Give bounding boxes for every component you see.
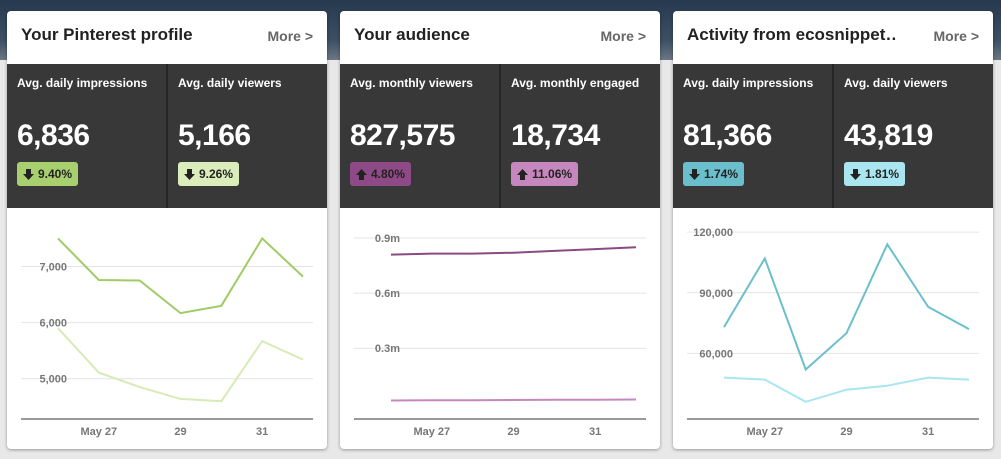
change-badge: 1.74% (683, 162, 745, 186)
change-percent: 9.26% (199, 167, 234, 181)
stat-avg-daily-viewers: Avg. daily viewers 5,166 9.26% (166, 64, 327, 208)
more-link[interactable]: More > (600, 28, 646, 44)
y-tick-label: 120,000 (693, 227, 733, 239)
stat-avg-daily-viewers: Avg. daily viewers 43,819 1.81% (832, 64, 993, 208)
stat-avg-monthly-viewers: Avg. monthly viewers 827,575 4.80% (340, 64, 499, 208)
arrow-down-icon (689, 168, 700, 180)
arrow-up-icon (356, 168, 367, 180)
change-percent: 11.06% (532, 167, 573, 181)
change-badge: 9.40% (17, 162, 79, 186)
card-header: Activity from ecosnippet… More > (673, 11, 993, 64)
stat-avg-daily-impressions: Avg. daily impressions 81,366 1.74% (673, 64, 832, 208)
stat-label: Avg. monthly viewers (350, 76, 473, 90)
x-tick-label: May 27 (80, 426, 117, 438)
chart-svg: 5,000 6,000 7,000 May 27 29 31 (21, 236, 313, 438)
series-line (723, 242, 970, 372)
series-line (57, 236, 304, 315)
arrow-down-icon (850, 168, 861, 180)
series-line (390, 398, 637, 402)
stat-avg-daily-impressions: Avg. daily impressions 6,836 9.40% (7, 64, 166, 208)
activity-card: Activity from ecosnippet… More > Avg. da… (673, 11, 993, 449)
y-tick-label: 60,000 (699, 348, 733, 360)
x-tick-label: 31 (256, 426, 268, 438)
stat-value: 827,575 (350, 119, 455, 152)
stat-value: 43,819 (844, 119, 933, 152)
stat-label: Avg. daily viewers (178, 76, 282, 90)
arrow-down-icon (184, 168, 195, 180)
card-header: Your Pinterest profile More > (7, 11, 327, 64)
line-chart: 0.3m 0.6m 0.9m May 27 29 31 (340, 208, 660, 449)
series-line (57, 327, 304, 403)
x-tick-label: 29 (507, 426, 519, 438)
y-tick-label: 5,000 (39, 374, 67, 386)
stat-label: Avg. monthly engaged (511, 76, 640, 90)
stat-label: Avg. daily impressions (683, 76, 814, 90)
arrow-up-icon (517, 168, 528, 180)
change-percent: 1.81% (865, 167, 900, 181)
stat-value: 18,734 (511, 119, 600, 152)
line-chart: 60,000 90,000 120,000 May 27 29 31 (673, 208, 993, 449)
y-tick-label: 0.6m (375, 288, 400, 300)
change-percent: 4.80% (371, 167, 406, 181)
stats-panel: Avg. daily impressions 81,366 1.74% Avg.… (673, 64, 993, 208)
stat-value: 6,836 (17, 119, 90, 152)
y-tick-label: 90,000 (699, 288, 733, 300)
pinterest-profile-card: Your Pinterest profile More > Avg. daily… (7, 11, 327, 449)
change-badge: 9.26% (178, 162, 240, 186)
change-percent: 1.74% (704, 167, 739, 181)
arrow-down-icon (23, 168, 34, 180)
stat-avg-monthly-engaged: Avg. monthly engaged 18,734 11.06% (499, 64, 660, 208)
card-title: Your audience (354, 25, 470, 44)
x-tick-label: 31 (922, 426, 934, 438)
line-chart: 5,000 6,000 7,000 May 27 29 31 (7, 208, 327, 449)
stat-value: 81,366 (683, 119, 772, 152)
stats-panel: Avg. monthly viewers 827,575 4.80% Avg. … (340, 64, 660, 208)
change-badge: 1.81% (844, 162, 906, 186)
y-tick-label: 6,000 (39, 318, 67, 330)
x-tick-label: 29 (174, 426, 186, 438)
series-line (723, 376, 970, 403)
y-tick-label: 0.3m (375, 343, 400, 355)
chart-svg: 0.3m 0.6m 0.9m May 27 29 31 (354, 233, 646, 438)
series-line (390, 246, 637, 256)
stats-panel: Avg. daily impressions 6,836 9.40% Avg. … (7, 64, 327, 208)
y-tick-label: 0.9m (375, 233, 400, 245)
stat-label: Avg. daily viewers (844, 76, 948, 90)
more-link[interactable]: More > (933, 28, 979, 44)
more-link[interactable]: More > (267, 28, 313, 44)
change-badge: 4.80% (350, 162, 412, 186)
change-percent: 9.40% (38, 167, 73, 181)
y-tick-label: 7,000 (39, 262, 67, 274)
x-tick-label: 29 (840, 426, 852, 438)
stat-label: Avg. daily impressions (17, 76, 148, 90)
x-tick-label: 31 (589, 426, 601, 438)
chart-svg: 60,000 90,000 120,000 May 27 29 31 (687, 227, 979, 438)
x-tick-label: May 27 (746, 426, 783, 438)
audience-card: Your audience More > Avg. monthly viewer… (340, 11, 660, 449)
card-header: Your audience More > (340, 11, 660, 64)
change-badge: 11.06% (511, 162, 579, 186)
card-title: Activity from ecosnippet… (687, 25, 897, 44)
stat-value: 5,166 (178, 119, 251, 152)
x-tick-label: May 27 (413, 426, 450, 438)
card-title: Your Pinterest profile (21, 25, 193, 44)
